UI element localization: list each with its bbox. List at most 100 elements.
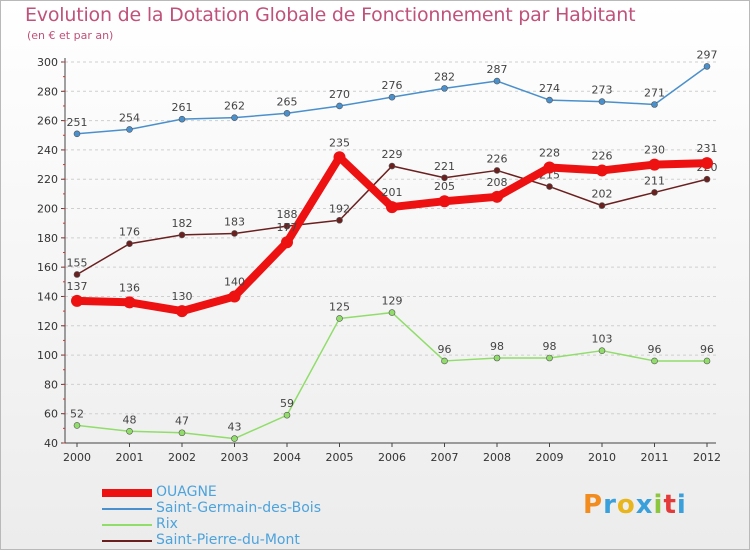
data-label: 205 — [434, 180, 455, 193]
data-point — [701, 157, 713, 170]
data-label: 103 — [592, 333, 613, 346]
data-point — [438, 195, 451, 208]
data-label: 274 — [539, 82, 560, 95]
x-tick-label: 2008 — [483, 451, 511, 464]
x-tick-label: 2006 — [378, 451, 406, 464]
data-label: 59 — [280, 397, 294, 410]
data-label: 230 — [644, 144, 665, 157]
data-label: 287 — [487, 63, 508, 76]
data-label: 96 — [438, 343, 452, 356]
data-label: 208 — [487, 176, 508, 189]
data-point — [543, 161, 556, 174]
x-tick-label: 2009 — [536, 451, 564, 464]
y-tick-label: 280 — [37, 85, 58, 98]
data-point — [386, 201, 398, 214]
data-point — [546, 354, 553, 362]
data-point — [73, 130, 81, 138]
y-tick-label: 60 — [44, 408, 58, 421]
data-label: 140 — [224, 275, 245, 288]
data-point — [231, 230, 238, 237]
x-tick-label: 2001 — [116, 451, 144, 464]
data-point — [178, 231, 186, 239]
data-point — [178, 429, 186, 437]
data-point — [441, 357, 448, 365]
x-tick-label: 2002 — [168, 451, 196, 464]
logo-letter: o — [616, 490, 636, 520]
data-label: 282 — [434, 70, 455, 83]
data-point — [598, 98, 606, 105]
data-point — [73, 271, 81, 278]
data-label: 235 — [329, 136, 350, 149]
logo-letter: i — [676, 490, 687, 520]
series-rix: 52 48 47 43 59 125 129 96 98 98 103 96 96 — [70, 295, 714, 442]
y-tick-label: 240 — [37, 144, 58, 157]
x-tick-label: 2011 — [641, 451, 669, 464]
data-point — [336, 315, 343, 322]
y-tick-label: 80 — [44, 378, 58, 391]
data-label: 221 — [434, 160, 455, 173]
series-ouagne: 137 136 130 140 177 235 201 205 208 228 226 230 231 — [67, 136, 718, 318]
data-point — [333, 151, 346, 164]
data-point — [178, 115, 186, 123]
data-label: 176 — [119, 226, 140, 239]
data-label: 96 — [648, 343, 662, 356]
data-label: 226 — [592, 149, 613, 162]
data-label: 297 — [697, 48, 718, 61]
data-point — [388, 309, 396, 316]
data-label: 125 — [329, 300, 350, 313]
data-point — [596, 164, 608, 177]
data-label: 271 — [644, 86, 665, 99]
y-tick-label: 260 — [37, 115, 58, 128]
data-label: 98 — [543, 340, 557, 353]
data-point — [176, 305, 188, 318]
data-label: 52 — [70, 407, 84, 420]
data-point — [703, 175, 711, 183]
data-point — [231, 114, 238, 121]
chart-title: Evolution de la Dotation Globale de Fonc… — [25, 4, 636, 26]
logo-letter: x — [635, 490, 654, 520]
chart-subtitle: (en € et par an) — [27, 29, 114, 42]
data-label: 270 — [329, 88, 350, 101]
legend-swatch — [102, 508, 152, 510]
data-point — [441, 85, 448, 92]
data-label: 202 — [592, 188, 613, 201]
y-tick-label: 100 — [37, 349, 58, 362]
data-point — [598, 347, 606, 354]
data-point — [283, 109, 291, 117]
x-tick-label: 2010 — [588, 451, 616, 464]
data-point — [71, 294, 83, 307]
x-tick-label: 2012 — [693, 451, 721, 464]
data-label: 47 — [175, 415, 189, 428]
data-label: 177 — [277, 221, 298, 234]
legend-label: Rix — [156, 516, 178, 532]
logo-letter: i — [653, 490, 664, 520]
y-tick-label: 220 — [37, 173, 58, 186]
data-point — [126, 126, 133, 133]
data-point — [703, 63, 711, 70]
data-point — [546, 96, 553, 104]
x-tick-label: 2000 — [63, 451, 91, 464]
data-point — [231, 435, 238, 442]
logo-letter: r — [603, 490, 617, 520]
data-label: 228 — [539, 147, 560, 160]
y-tick-label: 140 — [37, 290, 58, 303]
data-point — [126, 427, 133, 435]
data-label: 226 — [487, 152, 508, 165]
data-label: 265 — [277, 95, 298, 108]
x-tick-label: 2005 — [326, 451, 354, 464]
data-label: 130 — [172, 290, 193, 303]
data-point — [648, 158, 661, 171]
logo-letter: P — [583, 490, 604, 520]
data-point — [441, 174, 448, 182]
y-tick-label: 40 — [44, 437, 58, 450]
data-point — [283, 222, 291, 230]
data-point — [388, 162, 396, 170]
data-label: 43 — [228, 421, 242, 434]
data-label: 155 — [67, 256, 88, 269]
data-label: 182 — [172, 217, 193, 230]
x-tick-label: 2004 — [273, 451, 301, 464]
legend-swatch — [102, 540, 152, 542]
data-point — [336, 102, 343, 110]
